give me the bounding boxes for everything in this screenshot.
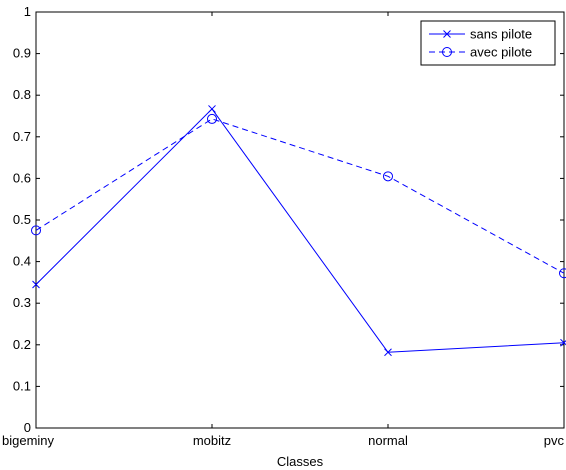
x-tick-label: pvc xyxy=(544,433,565,448)
y-tick-label: 0.8 xyxy=(13,87,31,102)
y-tick-label: 0.1 xyxy=(13,378,31,393)
y-tick-label: 0.2 xyxy=(13,337,31,352)
y-tick-label: 1 xyxy=(24,4,31,19)
y-tick-label: 0.7 xyxy=(13,129,31,144)
x-tick-label: bigeminy xyxy=(2,433,55,448)
x-tick-label: mobitz xyxy=(193,433,231,448)
legend: sans pilote avec pilote xyxy=(421,21,555,65)
y-tick-label: 0.3 xyxy=(13,295,31,310)
legend-label: sans pilote xyxy=(470,27,532,42)
y-tick-label: 0.9 xyxy=(13,46,31,61)
y-tick-label: 0.5 xyxy=(13,212,31,227)
legend-label: avec pilote xyxy=(470,45,532,60)
y-tick-label: 0.4 xyxy=(13,254,31,269)
y-tick-label: 0.6 xyxy=(13,170,31,185)
x-tick-label: normal xyxy=(368,433,408,448)
plot-area xyxy=(36,12,564,428)
x-axis-label: Classes xyxy=(277,454,324,469)
